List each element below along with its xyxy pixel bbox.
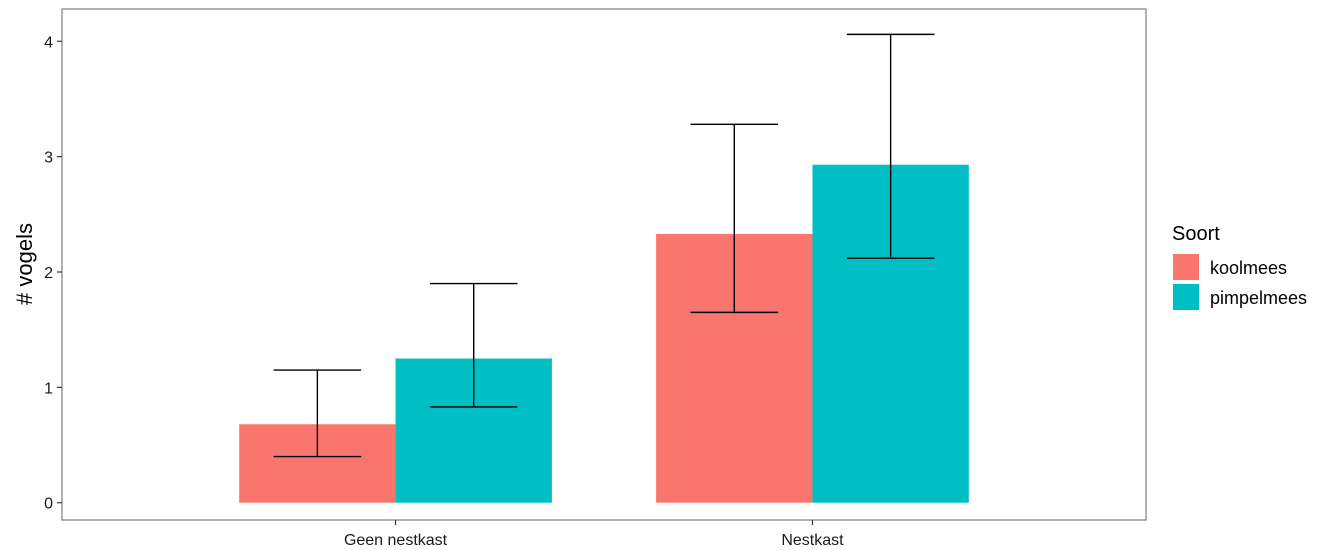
y-tick-label: 3 xyxy=(44,150,53,167)
y-tick-label: 0 xyxy=(44,496,53,513)
legend: Soort koolmees pimpelmees xyxy=(1172,223,1307,310)
legend-key-koolmees xyxy=(1173,254,1199,280)
x-tick-label: Nestkast xyxy=(781,532,844,549)
y-axis-title: # vogels xyxy=(12,223,37,305)
y-axis: 0 1 2 3 4 xyxy=(44,34,62,513)
legend-label-pimpelmees: pimpelmees xyxy=(1210,288,1307,308)
legend-label-koolmees: koolmees xyxy=(1210,258,1287,278)
y-tick-label: 4 xyxy=(44,34,53,51)
y-tick-label: 2 xyxy=(44,265,53,282)
plot-panel xyxy=(61,8,1147,521)
y-tick-label: 1 xyxy=(44,380,53,397)
errorbars-layer xyxy=(273,33,935,458)
legend-title: Soort xyxy=(1172,223,1220,245)
legend-key-pimpelmees xyxy=(1173,284,1199,310)
x-axis: Geen nestkast Nestkast xyxy=(344,520,844,549)
x-tick-label: Geen nestkast xyxy=(344,532,448,549)
